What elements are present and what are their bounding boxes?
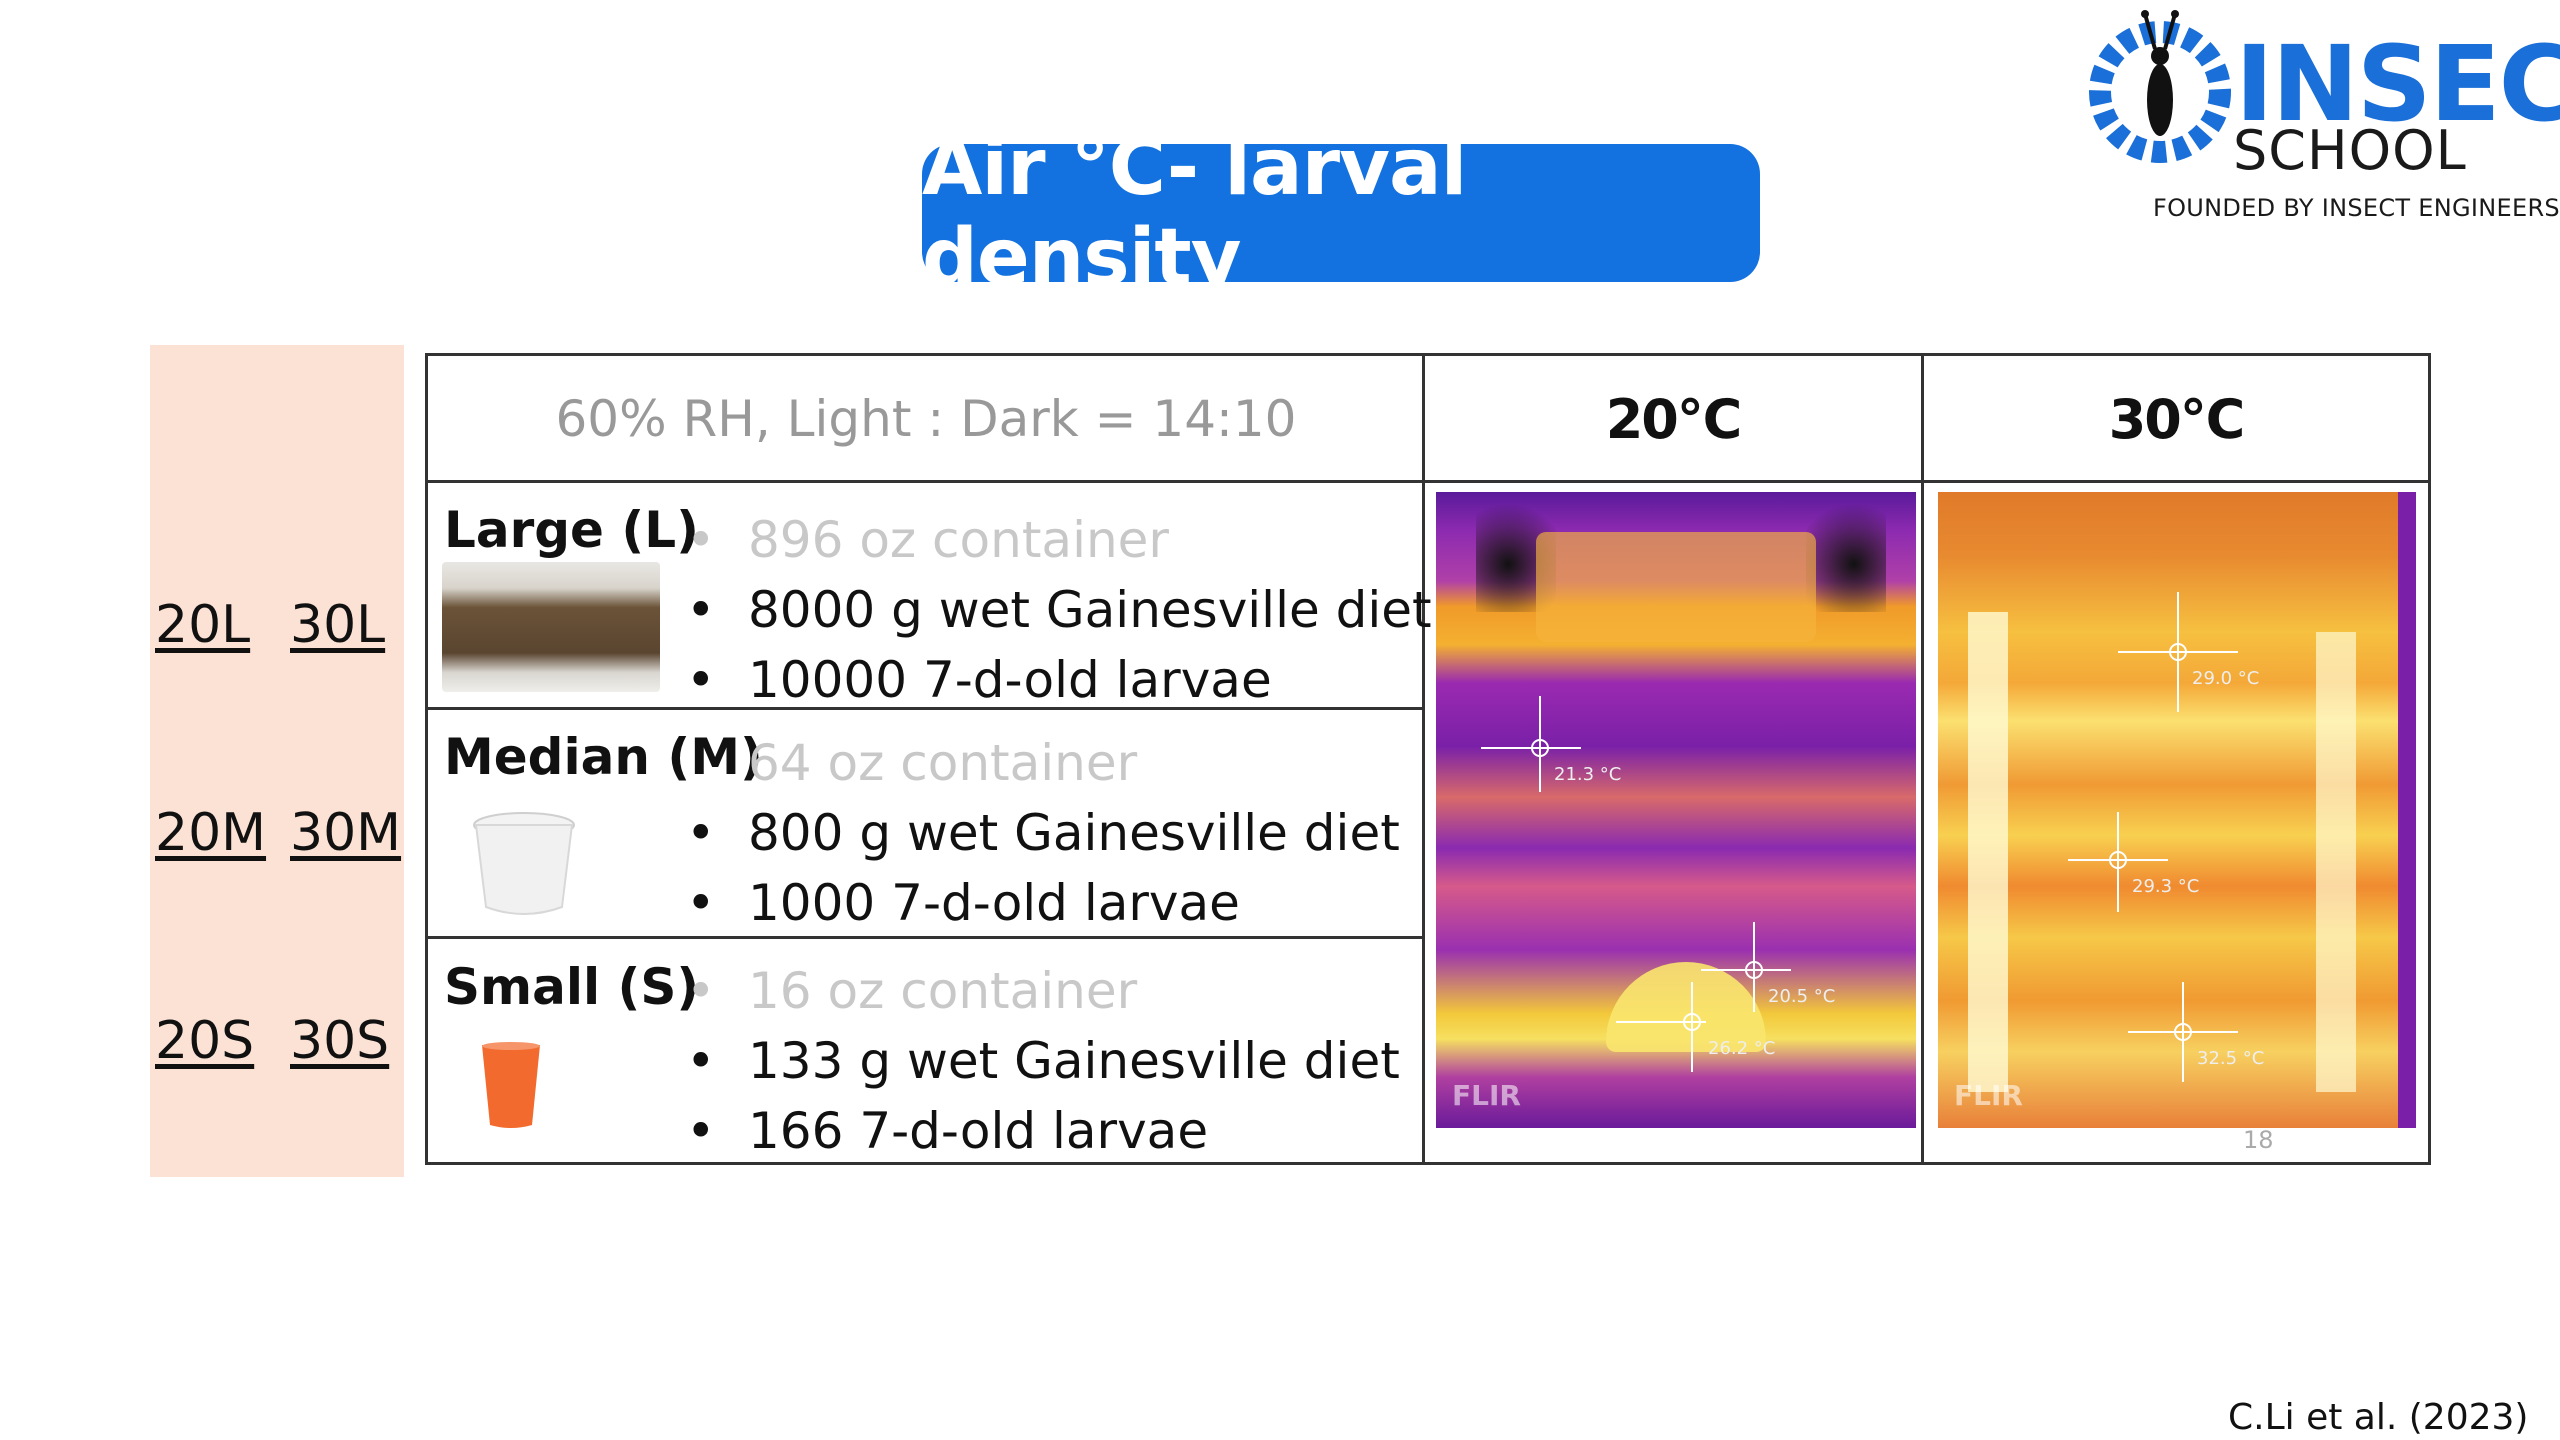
condition-header: 60% RH, Light : Dark = 14:10 (555, 390, 1297, 448)
thermal-reading: 29.3 °C (2132, 876, 2200, 897)
table-divider (1921, 356, 1924, 1162)
logo-school-text: SCHOOL (2233, 119, 2467, 182)
code-30l: 30L (290, 595, 386, 655)
code-30m: 30M (290, 803, 402, 863)
thermal-crosshairs-20c (1481, 696, 1791, 1072)
small-diet: • 133 g wet Gainesville diet (686, 1032, 1400, 1090)
code-20l: 20L (155, 595, 251, 655)
thermal-reading: 32.5 °C (2197, 1048, 2265, 1069)
thermal-image-30c: 29.0 °C 29.3 °C 32.5 °C FLIR (1938, 492, 2416, 1128)
logo-insect-text: INSECT (2235, 23, 2560, 145)
median-container-size: 64 oz container (748, 734, 1138, 792)
large-container-size: • 896 oz container (686, 511, 1169, 569)
flir-watermark: FLIR (1452, 1079, 1521, 1112)
size-label-median: Median (M) (444, 728, 763, 786)
thermal-reading: 21.3 °C (1554, 764, 1622, 785)
slide-title: Air °C- larval density (922, 123, 1760, 303)
temp-30-header: 30℃ (2108, 387, 2246, 451)
table-divider (428, 707, 1424, 710)
flir-watermark: FLIR (1954, 1079, 2023, 1112)
large-diet: • 8000 g wet Gainesville diet (686, 581, 1432, 639)
size-label-small: Small (S) (444, 958, 700, 1016)
small-larvae: • 166 7-d-old larvae (686, 1102, 1209, 1160)
code-20m: 20M (155, 803, 267, 863)
median-larvae: • 1000 7-d-old larvae (686, 874, 1240, 932)
thermal-reading: 26.2 °C (1708, 1038, 1776, 1059)
source-page-number: 18 (2243, 1126, 2274, 1154)
table-divider (428, 480, 2428, 483)
thermal-reading: 29.0 °C (2192, 668, 2260, 689)
median-container-photo (472, 811, 576, 921)
large-larvae: • 10000 7-d-old larvae (686, 651, 1272, 709)
table-divider (1422, 356, 1425, 1162)
thermal-reading: 20.5 °C (1768, 986, 1836, 1007)
logo-tagline: FOUNDED BY INSECT ENGINEERS (2153, 194, 2560, 222)
temp-20-header: 20℃ (1605, 387, 1743, 451)
code-20s: 20S (155, 1011, 255, 1071)
treatment-codes-panel: 20L 30L 20M 30M 20S 30S (150, 345, 404, 1177)
rearing-conditions-table: 60% RH, Light : Dark = 14:10 20℃ 30℃ Lar… (425, 353, 2431, 1165)
small-container-photo (480, 1041, 542, 1129)
insect-school-logo: INSECT SCHOOL FOUNDED BY INSECT ENGINEER… (2085, 4, 2560, 224)
small-container-size: • 16 oz container (686, 962, 1138, 1020)
size-label-large: Large (L) (444, 501, 699, 559)
table-divider (428, 936, 1424, 939)
code-30s: 30S (290, 1011, 390, 1071)
thermal-image-20c: 21.3 °C 20.5 °C 26.2 °C FLIR (1436, 492, 1916, 1128)
thermal-crosshairs-30c (2068, 592, 2238, 1082)
median-diet: • 800 g wet Gainesville diet (686, 804, 1400, 862)
citation: C.Li et al. (2023) (2228, 1397, 2529, 1438)
insect-logo-icon (2089, 10, 2231, 163)
large-container-photo (442, 562, 660, 692)
